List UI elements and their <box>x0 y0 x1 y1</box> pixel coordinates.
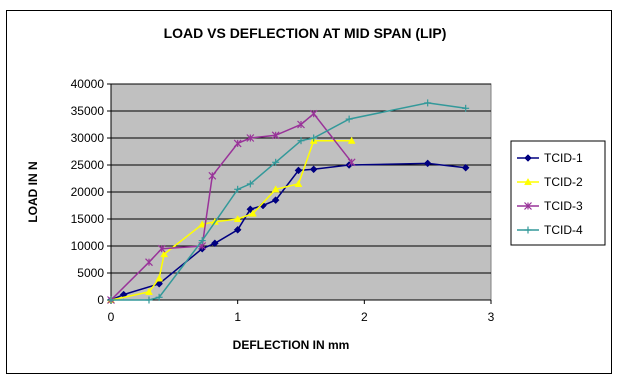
data-point-tcid-2 <box>160 250 169 258</box>
y-tick-label: 20000 <box>71 185 105 199</box>
data-point-tcid-3 <box>297 120 305 129</box>
data-point-tcid-4 <box>246 180 254 188</box>
x-axis-label: DEFLECTION IN mm <box>233 338 350 352</box>
data-point-tcid-2 <box>294 179 303 187</box>
series-line-tcid-1 <box>110 162 466 301</box>
data-point-tcid-1 <box>294 166 303 175</box>
y-tick-label: 0 <box>97 293 104 307</box>
data-point-tcid-3 <box>208 171 217 180</box>
data-point-tcid-2 <box>155 274 164 282</box>
data-point-tcid-2 <box>198 220 207 228</box>
data-point-tcid-4 <box>234 185 242 193</box>
data-point-tcid-3 <box>246 134 255 142</box>
data-point-tcid-4 <box>272 158 280 166</box>
x-tick-label: 2 <box>361 310 368 324</box>
line-chart: LOAD VS DEFLECTION AT MID SPAN (LIP) 0 500… <box>26 25 606 352</box>
data-point-tcid-4 <box>198 237 206 245</box>
x-tick-label: 1 <box>234 310 241 324</box>
data-point-tcid-3 <box>233 139 242 148</box>
y-tick-label: 35000 <box>71 104 105 118</box>
y-tick-label: 30000 <box>71 131 105 145</box>
data-point-tcid-4 <box>345 115 353 123</box>
data-point-tcid-2 <box>145 287 153 295</box>
chart-title: LOAD VS DEFLECTION AT MID SPAN (LIP) <box>164 25 447 41</box>
legend-label-tcid-2: TCID-2 <box>544 175 583 189</box>
data-point-tcid-3 <box>309 109 318 118</box>
data-point-tcid-1 <box>423 159 432 168</box>
data-point-tcid-4 <box>462 104 470 112</box>
data-point-tcid-2 <box>248 209 257 217</box>
x-tick-label: 0 <box>108 310 115 324</box>
y-tick-label: 40000 <box>71 77 105 91</box>
data-point-tcid-4 <box>424 99 432 107</box>
data-point-tcid-4 <box>107 296 115 304</box>
chart-frame: LOAD VS DEFLECTION AT MID SPAN (LIP) 0 500… <box>6 10 612 374</box>
data-point-tcid-2 <box>271 185 280 193</box>
legend-label-tcid-1: TCID-1 <box>544 151 583 165</box>
y-tick-label: 10000 <box>71 239 105 253</box>
data-point-tcid-1 <box>309 165 318 174</box>
data-point-tcid-4 <box>297 137 305 145</box>
data-point-tcid-4 <box>145 296 153 304</box>
data-point-tcid-3 <box>157 244 166 253</box>
x-tick-label: 3 <box>488 310 495 324</box>
legend-marker-tcid-1 <box>524 154 532 162</box>
data-point-tcid-3 <box>145 258 153 267</box>
y-tick-label: 25000 <box>71 158 105 172</box>
data-point-tcid-3 <box>271 131 280 140</box>
data-point-tcid-2 <box>347 136 356 144</box>
y-axis-label: LOAD IN N <box>26 161 40 222</box>
y-tick-label: 5000 <box>77 266 104 280</box>
legend-marker-tcid-3 <box>524 202 532 210</box>
data-point-tcid-2 <box>233 214 242 223</box>
legend-marker-tcid-4 <box>524 226 532 234</box>
data-point-tcid-1 <box>271 196 280 204</box>
data-point-tcid-3 <box>347 158 356 167</box>
legend-marker-tcid-2 <box>524 177 532 186</box>
data-point-tcid-1 <box>461 163 470 172</box>
data-point-tcid-1 <box>211 239 219 248</box>
y-tick-label: 15000 <box>71 212 105 226</box>
data-point-tcid-4 <box>155 293 163 301</box>
data-point-tcid-1 <box>233 225 242 234</box>
data-point-tcid-4 <box>310 134 318 142</box>
legend-label-tcid-4: TCID-4 <box>544 223 583 237</box>
legend-label-tcid-3: TCID-3 <box>544 199 583 213</box>
